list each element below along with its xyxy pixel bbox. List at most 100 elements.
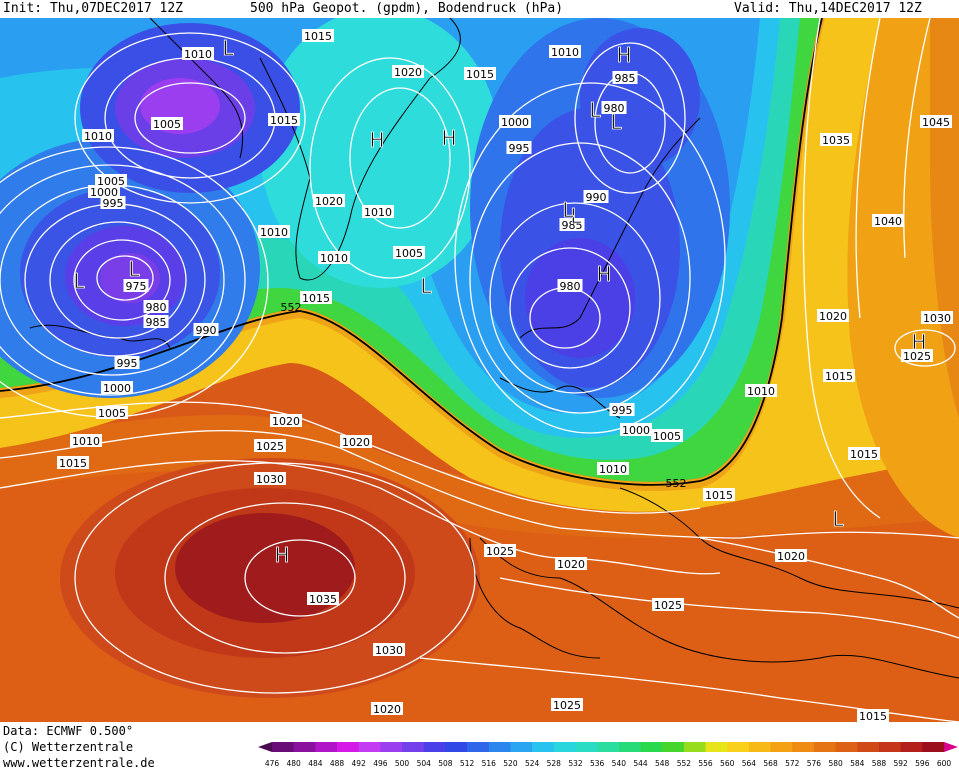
colorbar-swatch bbox=[900, 742, 923, 752]
low-pressure-symbol: L bbox=[128, 257, 140, 281]
isobar-label: 995 bbox=[506, 141, 532, 155]
isobar-label: 1000 bbox=[101, 381, 133, 395]
svg-text:995: 995 bbox=[509, 142, 530, 155]
svg-text:980: 980 bbox=[560, 280, 581, 293]
svg-text:1015: 1015 bbox=[825, 370, 853, 383]
colorbar-tick-label: 568 bbox=[763, 759, 778, 768]
svg-text:1035: 1035 bbox=[309, 593, 337, 606]
svg-text:1020: 1020 bbox=[342, 436, 370, 449]
colorbar-swatch bbox=[640, 742, 663, 752]
colorbar-swatch bbox=[293, 742, 316, 752]
contour-label-layer: 552 552 bbox=[281, 301, 687, 490]
isobar-label: 1015 bbox=[300, 291, 332, 305]
isobar-label: 1005 bbox=[393, 246, 425, 260]
colorbar-tick-label: 536 bbox=[590, 759, 605, 768]
svg-text:1035: 1035 bbox=[822, 134, 850, 147]
colorbar-tick-label: 492 bbox=[352, 759, 367, 768]
svg-text:995: 995 bbox=[117, 357, 138, 370]
svg-text:1005: 1005 bbox=[153, 118, 181, 131]
colorbar-swatch bbox=[553, 742, 576, 752]
svg-text:1030: 1030 bbox=[923, 312, 951, 325]
svg-text:1010: 1010 bbox=[551, 46, 579, 59]
colorbar-swatch bbox=[857, 742, 880, 752]
svg-text:1010: 1010 bbox=[184, 48, 212, 61]
svg-text:1015: 1015 bbox=[59, 457, 87, 470]
isobar-label: 1010 bbox=[597, 462, 629, 476]
svg-text:1000: 1000 bbox=[103, 382, 131, 395]
isobar-label: 1020 bbox=[555, 557, 587, 571]
isobar-label: 1030 bbox=[254, 472, 286, 486]
colorbar-swatch bbox=[358, 742, 381, 752]
isobar-label: 1015 bbox=[302, 29, 334, 43]
isobar-label: 990 bbox=[193, 323, 219, 337]
svg-text:1010: 1010 bbox=[72, 435, 100, 448]
svg-text:1010: 1010 bbox=[599, 463, 627, 476]
low-pressure-symbol: L bbox=[610, 110, 622, 134]
isobar-label: 1025 bbox=[901, 349, 933, 363]
isobar-label: 1020 bbox=[340, 435, 372, 449]
svg-text:1025: 1025 bbox=[256, 440, 284, 453]
colorbar-swatch bbox=[423, 742, 446, 752]
svg-text:985: 985 bbox=[562, 219, 583, 232]
isobar-label: 1030 bbox=[921, 311, 953, 325]
colorbar-swatch bbox=[597, 742, 620, 752]
svg-text:1025: 1025 bbox=[553, 699, 581, 712]
svg-text:1020: 1020 bbox=[315, 195, 343, 208]
contour-552-label: 552 bbox=[281, 301, 302, 314]
website-link[interactable]: www.wetterzentrale.de bbox=[3, 756, 155, 770]
weather-map: 1010 1015 1010 1015 1005 1010 1020 1015 1010 1000… bbox=[0, 18, 959, 722]
colorbar-swatch bbox=[575, 742, 598, 752]
high-pressure-symbol: H bbox=[616, 43, 631, 67]
isobar-label: 1020 bbox=[775, 549, 807, 563]
valid-time: Valid: Thu,14DEC2017 12Z bbox=[734, 1, 922, 16]
colorbar-swatch bbox=[727, 742, 750, 752]
band-596 bbox=[175, 513, 355, 623]
contour-552 bbox=[0, 18, 823, 486]
svg-text:980: 980 bbox=[146, 301, 167, 314]
svg-text:1020: 1020 bbox=[373, 703, 401, 716]
low-pressure-symbol: L bbox=[832, 507, 844, 531]
isobar-label: 1000 bbox=[88, 185, 120, 199]
low-pressure-symbol: L bbox=[589, 98, 601, 122]
svg-text:1015: 1015 bbox=[304, 30, 332, 43]
svg-text:985: 985 bbox=[146, 316, 167, 329]
colorbar-swatch bbox=[488, 742, 511, 752]
isobar-label: 1015 bbox=[703, 488, 735, 502]
svg-text:1020: 1020 bbox=[777, 550, 805, 563]
colorbar-tick-label: 520 bbox=[503, 759, 518, 768]
data-source-label: Data: ECMWF 0.500° bbox=[3, 724, 134, 738]
colorbar-swatch bbox=[770, 742, 793, 752]
colorbar-arrow-right bbox=[944, 742, 958, 752]
isobar-label: 1015 bbox=[823, 369, 855, 383]
svg-text:1010: 1010 bbox=[260, 226, 288, 239]
isobar-label: 995 bbox=[100, 196, 126, 210]
svg-text:1025: 1025 bbox=[486, 545, 514, 558]
isobar-label: 1005 bbox=[95, 174, 127, 188]
colorbar-tick-label: 588 bbox=[872, 759, 887, 768]
svg-text:1005: 1005 bbox=[395, 247, 423, 260]
svg-text:1015: 1015 bbox=[850, 448, 878, 461]
isobar-label: 1010 bbox=[258, 225, 290, 239]
colorbar-swatch bbox=[878, 742, 902, 752]
colorbar-tick-label: 576 bbox=[807, 759, 822, 768]
svg-text:975: 975 bbox=[126, 280, 147, 293]
isobar-label: 1015 bbox=[268, 113, 300, 127]
colorbar-swatch bbox=[748, 742, 772, 752]
isobar-label: 1010 bbox=[549, 45, 581, 59]
colorbar-tick-label: 532 bbox=[568, 759, 583, 768]
colorbar-swatch bbox=[315, 742, 338, 752]
colorbar-tick-label: 580 bbox=[828, 759, 843, 768]
high-pressure-symbol: H bbox=[911, 330, 926, 354]
colorbar-tick-label: 540 bbox=[612, 759, 627, 768]
svg-text:1015: 1015 bbox=[466, 68, 494, 81]
svg-text:1010: 1010 bbox=[747, 385, 775, 398]
svg-text:1010: 1010 bbox=[320, 252, 348, 265]
isobar-label: 1025 bbox=[652, 598, 684, 612]
isobars bbox=[0, 18, 959, 722]
colorbar-tick-label: 512 bbox=[460, 759, 475, 768]
colorbar-tick-label: 480 bbox=[287, 759, 302, 768]
isobar-label: 1005 bbox=[96, 406, 128, 420]
svg-text:990: 990 bbox=[196, 324, 217, 337]
svg-text:1020: 1020 bbox=[272, 415, 300, 428]
colorbar-tick-label: 504 bbox=[417, 759, 432, 768]
